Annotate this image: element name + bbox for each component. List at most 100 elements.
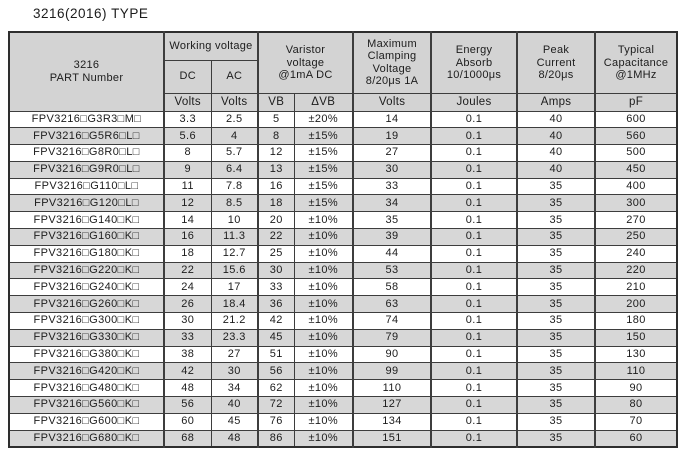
cell-delta-vb: ±10% [293,295,354,314]
cell-delta-vb: ±10% [293,345,354,364]
header-row-subcols: DC AC [9,59,677,94]
table-row: FPV3216□G600□K□ 60 45 76 ±10% 134 0.1 35 70 [8,412,678,431]
cell-peak-amps: 35 [516,362,596,381]
cell-vb: 5 [257,110,295,129]
cell-capacitance-pf: 80 [594,396,678,414]
cell-part-number: FPV3216□G420□K□ [8,362,165,381]
cell-delta-vb: ±15% [293,144,354,162]
cell-part-number: FPV3216□G380□K□ [8,345,165,364]
cell-delta-vb: ±10% [293,328,354,347]
cell-energy-joules: 0.1 [430,362,518,381]
cell-part-number: FPV3216□G260□K□ [8,295,165,314]
cell-clamping-volts: 27 [352,144,432,162]
cell-delta-vb: ±15% [293,194,354,213]
table-row: FPV3216□G220□K□ 22 15.6 30 ±10% 53 0.1 35 220 [8,261,678,280]
cell-energy-joules: 0.1 [430,429,518,448]
cell-dc-volts: 56 [163,396,212,414]
cell-delta-vb: ±20% [293,110,354,129]
cell-delta-vb: ±15% [293,127,354,146]
page-title: 3216(2016) TYPE [33,6,149,21]
cell-capacitance-pf: 400 [594,177,678,196]
cell-capacitance-pf: 90 [594,379,678,398]
cell-capacitance-pf: 450 [594,160,678,179]
cell-dc-volts: 68 [163,429,212,448]
cell-vb: 36 [257,295,295,314]
cell-peak-amps: 35 [516,328,596,347]
cell-clamping-volts: 33 [352,177,432,196]
cell-peak-amps: 35 [516,278,596,297]
cell-peak-amps: 35 [516,379,596,398]
cell-vb: 8 [257,127,295,146]
cell-peak-amps: 35 [516,345,596,364]
cell-capacitance-pf: 240 [594,244,678,263]
header-typical-capacitance: Typical Capacitance @1MHz [594,31,678,94]
header-part-number: 3216 PART Number [8,31,165,112]
cell-energy-joules: 0.1 [430,110,518,129]
cell-vb: 22 [257,228,295,246]
table-row: FPV3216□G380□K□ 38 27 51 ±10% 90 0.1 35 130 [8,345,678,364]
cell-clamping-volts: 90 [352,345,432,364]
table-row: FPV3216□G140□K□ 14 10 20 ±10% 35 0.1 35 270 [8,211,678,230]
table-row: FPV3216□G300□K□ 30 21.2 42 ±10% 74 0.1 35 180 [8,312,678,330]
cell-capacitance-pf: 220 [594,261,678,280]
cell-dc-volts: 8 [163,144,212,162]
cell-dc-volts: 3.3 [163,110,212,129]
cell-energy-joules: 0.1 [430,144,518,162]
table-row: FPV3216□G120□L□ 12 8.5 18 ±15% 34 0.1 35 300 [8,194,678,213]
header-working-voltage: Working voltage [162,31,259,61]
cell-part-number: FPV3216□G5R6□L□ [8,127,165,146]
cell-capacitance-pf: 210 [594,278,678,297]
cell-delta-vb: ±15% [293,177,354,196]
table-row: FPV3216□G480□K□ 48 34 62 ±10% 110 0.1 35 90 [8,379,678,398]
cell-clamping-volts: 110 [352,379,432,398]
cell-dc-volts: 18 [163,244,212,263]
cell-part-number: FPV3216□G240□K□ [8,278,165,297]
cell-delta-vb: ±10% [293,228,354,246]
cell-peak-amps: 35 [516,312,596,330]
cell-dc-volts: 60 [163,412,212,431]
cell-peak-amps: 40 [516,144,596,162]
cell-delta-vb: ±10% [293,396,354,414]
cell-energy-joules: 0.1 [430,412,518,431]
cell-clamping-volts: 35 [352,211,432,230]
header-dc: DC [163,59,212,94]
cell-energy-joules: 0.1 [430,211,518,230]
cell-clamping-volts: 39 [352,228,432,246]
cell-energy-joules: 0.1 [430,295,518,314]
cell-delta-vb: ±10% [293,278,354,297]
cell-delta-vb: ±10% [293,244,354,263]
table-row: FPV3216□G9R0□L□ 9 6.4 13 ±15% 30 0.1 40 450 [8,160,678,179]
cell-clamping-volts: 44 [352,244,432,263]
cell-peak-amps: 35 [516,295,596,314]
cell-dc-volts: 38 [163,345,212,364]
table-row: FPV3216□G3R3□M□ 3.3 2.5 5 ±20% 14 0.1 40 600 [8,110,678,129]
header-unit-vb: VB [257,92,295,112]
cell-ac-volts: 21.2 [210,312,259,330]
cell-clamping-volts: 14 [352,110,432,129]
cell-capacitance-pf: 200 [594,295,678,314]
cell-ac-volts: 15.6 [210,261,259,280]
cell-clamping-volts: 74 [352,312,432,330]
cell-peak-amps: 40 [516,160,596,179]
cell-dc-volts: 14 [163,211,212,230]
cell-peak-amps: 40 [516,110,596,129]
cell-energy-joules: 0.1 [430,278,518,297]
cell-vb: 30 [257,261,295,280]
varistor-spec-table: 3216 PART Number Working voltage Varisto… [8,31,679,448]
cell-peak-amps: 35 [516,177,596,196]
cell-capacitance-pf: 150 [594,328,678,347]
cell-ac-volts: 34 [210,379,259,398]
header-unit-dc-volts: Volts [163,92,212,112]
cell-vb: 33 [257,278,295,297]
cell-energy-joules: 0.1 [430,244,518,263]
cell-peak-amps: 35 [516,261,596,280]
cell-capacitance-pf: 130 [594,345,678,364]
cell-energy-joules: 0.1 [430,127,518,146]
cell-energy-joules: 0.1 [430,379,518,398]
cell-vb: 56 [257,362,295,381]
cell-part-number: FPV3216□G600□K□ [8,412,165,431]
cell-energy-joules: 0.1 [430,194,518,213]
cell-dc-volts: 30 [163,312,212,330]
cell-part-number: FPV3216□G560□K□ [8,396,165,414]
cell-clamping-volts: 63 [352,295,432,314]
